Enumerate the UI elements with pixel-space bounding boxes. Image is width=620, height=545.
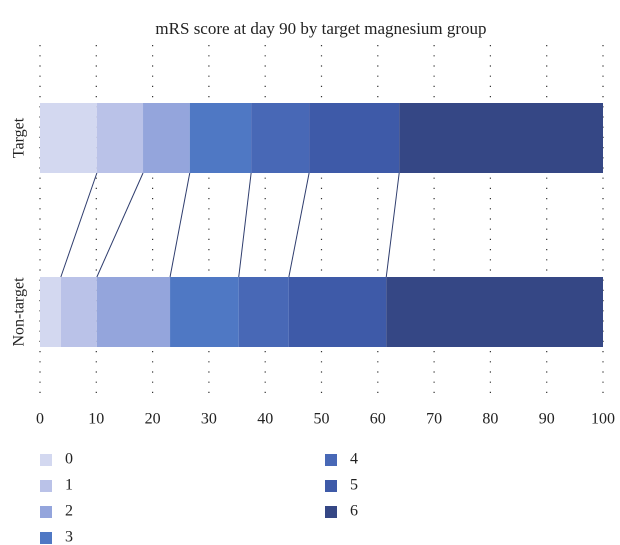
x-tick-label: 20 (145, 411, 161, 428)
legend-swatch (325, 480, 337, 492)
legend-label: 0 (65, 451, 73, 468)
bar-segment (309, 103, 400, 173)
bar-segment (251, 103, 310, 173)
x-tick-label: 60 (370, 411, 386, 428)
bar-segment (386, 277, 603, 347)
connector (385, 172, 400, 278)
y-tick-label: Target (11, 117, 28, 158)
legend-label: 2 (65, 503, 73, 520)
legend-swatch (40, 480, 52, 492)
x-tick-label: 90 (539, 411, 555, 428)
chart-title: mRS score at day 90 by target magnesium … (155, 19, 486, 38)
connector (288, 172, 310, 278)
bar-segment (170, 277, 239, 347)
legend-label: 6 (350, 503, 358, 520)
bar-segment (40, 277, 61, 347)
bar-segment (288, 277, 387, 347)
x-tick-label: 40 (257, 411, 273, 428)
connector (238, 172, 252, 278)
legend-swatch (325, 454, 337, 466)
connector (60, 172, 98, 278)
x-tick-label: 30 (201, 411, 217, 428)
connector (169, 172, 191, 278)
bar-segment (96, 103, 144, 173)
legend-label: 1 (65, 477, 73, 494)
x-tick-label: 0 (36, 411, 44, 428)
legend-swatch (40, 532, 52, 544)
x-tick-label: 80 (482, 411, 498, 428)
x-tick-label: 10 (88, 411, 104, 428)
bar-segment (189, 103, 252, 173)
y-tick-label: Non-target (11, 277, 28, 347)
connector (96, 172, 144, 278)
legend-label: 4 (350, 451, 358, 468)
bar-segment (399, 103, 603, 173)
bar-segment (60, 277, 97, 347)
x-tick-label: 50 (314, 411, 330, 428)
legend-swatch (40, 454, 52, 466)
x-tick-label: 100 (591, 411, 615, 428)
legend-label: 3 (65, 529, 73, 545)
bar-segment (96, 277, 171, 347)
bar-segment (238, 277, 289, 347)
legend-swatch (325, 506, 337, 518)
legend-label: 5 (350, 477, 358, 494)
legend-swatch (40, 506, 52, 518)
bar-segment (40, 103, 97, 173)
bar-segment (143, 103, 190, 173)
x-tick-label: 70 (426, 411, 442, 428)
